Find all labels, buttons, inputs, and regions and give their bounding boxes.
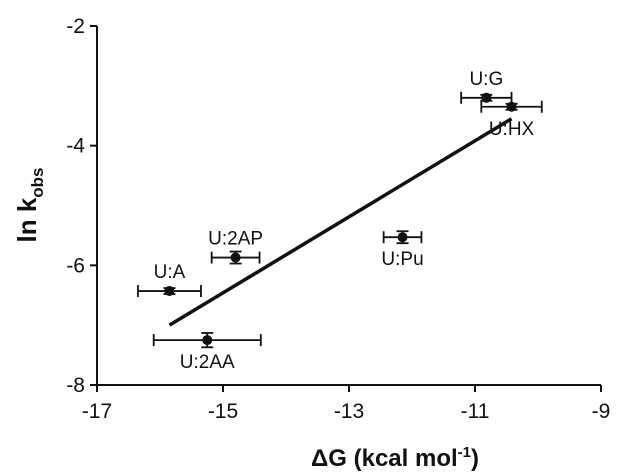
point-marker: [506, 101, 517, 112]
x-tick-label: -9: [592, 400, 611, 423]
data-point: U:G: [460, 69, 513, 104]
x-tick-label: -11: [461, 400, 490, 423]
y-axis-title-sub: obs: [28, 167, 47, 197]
x-tick-label: -13: [334, 400, 364, 423]
point-marker: [164, 286, 175, 297]
y-tick-label: -2: [66, 15, 85, 38]
x-axis-title-main: ΔG (kcal mol: [311, 445, 458, 472]
x-tick-label: -17: [82, 400, 112, 423]
point-label: U:A: [154, 262, 186, 283]
point-marker: [202, 335, 213, 346]
ticks: -8 -6 -4 -2 -17 -15 -13 -11 -9: [66, 15, 610, 423]
fit-line: [168, 117, 513, 327]
points: U:A U:2AA U:2AP U:Pu U:G U:HX: [137, 69, 543, 373]
axes: [96, 26, 601, 386]
y-tick-label: -8: [66, 374, 85, 397]
fit-line-group: [168, 117, 513, 327]
y-tick-label: -6: [66, 254, 85, 277]
x-tick-label: -15: [208, 400, 238, 423]
point-label: U:2AA: [180, 352, 235, 373]
data-point: U:2AA: [152, 332, 262, 373]
y-tick-label: -4: [66, 135, 85, 158]
x-axis-title-end: ): [471, 445, 479, 472]
data-point: U:HX: [480, 100, 543, 140]
point-label: U:Pu: [381, 249, 423, 270]
point-marker: [481, 92, 492, 103]
data-point: U:2AP: [208, 229, 263, 265]
x-axis-title: ΔG (kcal mol-1): [311, 444, 479, 472]
data-point: U:A: [137, 262, 202, 298]
y-axis-title: ln kobs: [12, 167, 47, 242]
y-axis-title-main: ln k: [12, 197, 42, 242]
point-label: U:G: [469, 69, 503, 90]
data-point: U:Pu: [381, 230, 424, 270]
point-marker: [397, 232, 408, 243]
point-label: U:2AP: [208, 229, 263, 250]
point-marker: [230, 252, 241, 263]
point-label: U:HX: [489, 119, 535, 140]
x-axis-title-sup: -1: [458, 444, 471, 461]
